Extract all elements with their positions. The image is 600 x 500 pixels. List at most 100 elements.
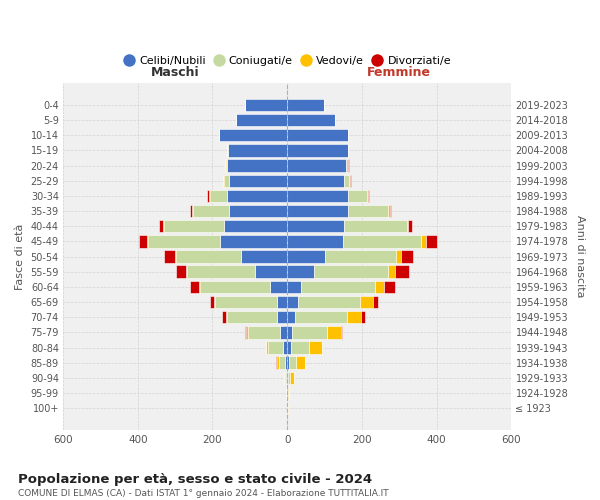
Bar [148, 235, 220, 248]
Bar [256, 266, 287, 278]
Y-axis label: Fasce di età: Fasce di età [15, 224, 25, 290]
Bar [277, 356, 278, 369]
Bar [164, 250, 175, 263]
Bar [219, 129, 287, 141]
Bar [277, 311, 287, 324]
Bar [348, 205, 388, 218]
Bar [229, 205, 287, 218]
Bar [287, 144, 348, 156]
Bar [284, 372, 286, 384]
Bar [287, 311, 295, 324]
Bar [287, 387, 289, 399]
Bar [295, 311, 347, 324]
Bar [190, 205, 192, 218]
Bar [289, 356, 296, 369]
Bar [192, 205, 193, 218]
Bar [246, 326, 248, 338]
Bar [139, 235, 147, 248]
Bar [298, 296, 361, 308]
Bar [287, 205, 348, 218]
Bar [175, 250, 176, 263]
Bar [367, 190, 368, 202]
Bar [287, 98, 324, 111]
Bar [287, 280, 301, 293]
Bar [236, 114, 287, 126]
Bar [385, 280, 395, 293]
Y-axis label: Anni di nascita: Anni di nascita [575, 216, 585, 298]
Bar [287, 266, 314, 278]
Bar [287, 296, 298, 308]
Bar [245, 326, 246, 338]
Bar [209, 190, 227, 202]
Bar [186, 266, 187, 278]
Bar [344, 220, 407, 232]
Bar [287, 129, 348, 141]
Bar [226, 311, 227, 324]
Bar [287, 342, 291, 353]
Bar [224, 174, 229, 187]
Bar [408, 220, 412, 232]
Bar [309, 342, 322, 353]
Bar [241, 250, 287, 263]
Bar [296, 356, 305, 369]
Bar [287, 190, 348, 202]
Bar [229, 174, 287, 187]
Bar [280, 326, 287, 338]
Bar [421, 235, 426, 248]
Bar [291, 342, 309, 353]
Bar [287, 174, 344, 187]
Bar [164, 220, 224, 232]
Bar [266, 342, 268, 353]
Bar [228, 144, 287, 156]
Bar [376, 280, 385, 293]
Text: Femmine: Femmine [367, 66, 431, 80]
Bar [286, 372, 287, 384]
Bar [373, 296, 379, 308]
Bar [426, 235, 437, 248]
Bar [176, 266, 186, 278]
Bar [344, 174, 349, 187]
Bar [361, 311, 365, 324]
Bar [278, 356, 286, 369]
Bar [215, 296, 277, 308]
Bar [314, 266, 388, 278]
Bar [224, 220, 287, 232]
Bar [361, 296, 373, 308]
Bar [287, 235, 343, 248]
Bar [290, 372, 294, 384]
Bar [268, 342, 283, 353]
Bar [193, 205, 229, 218]
Bar [287, 356, 289, 369]
Bar [222, 311, 226, 324]
Bar [226, 160, 227, 172]
Bar [160, 220, 163, 232]
Bar [200, 280, 271, 293]
Text: COMUNE DI ELMAS (CA) - Dati ISTAT 1° gennaio 2024 - Elaborazione TUTTITALIA.IT: COMUNE DI ELMAS (CA) - Dati ISTAT 1° gen… [18, 489, 389, 498]
Text: Maschi: Maschi [151, 66, 199, 80]
Bar [227, 311, 277, 324]
Bar [287, 114, 335, 126]
Bar [292, 326, 327, 338]
Bar [287, 220, 344, 232]
Bar [223, 174, 224, 187]
Bar [349, 174, 350, 187]
Bar [271, 280, 287, 293]
Bar [245, 98, 287, 111]
Bar [176, 250, 241, 263]
Bar [395, 266, 409, 278]
Text: Popolazione per età, sesso e stato civile - 2024: Popolazione per età, sesso e stato civil… [18, 472, 372, 486]
Bar [289, 372, 290, 384]
Bar [277, 296, 287, 308]
Bar [147, 235, 148, 248]
Bar [207, 190, 209, 202]
Bar [190, 280, 199, 293]
Bar [214, 296, 215, 308]
Bar [325, 250, 395, 263]
Bar [407, 220, 408, 232]
Bar [227, 144, 228, 156]
Bar [348, 144, 349, 156]
Bar [163, 220, 164, 232]
Bar [347, 311, 361, 324]
Bar [287, 160, 346, 172]
Bar [401, 250, 413, 263]
